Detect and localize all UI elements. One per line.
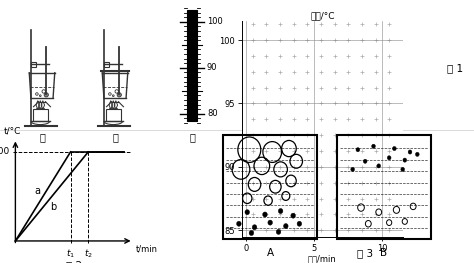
Bar — [106, 109, 121, 121]
Bar — [104, 62, 109, 67]
Circle shape — [252, 225, 257, 230]
Circle shape — [403, 158, 407, 162]
Circle shape — [44, 93, 48, 97]
Circle shape — [408, 150, 412, 154]
Text: A: A — [266, 248, 274, 258]
Title: 温度/°C: 温度/°C — [310, 11, 335, 20]
Text: t/°C: t/°C — [4, 127, 21, 136]
Circle shape — [363, 159, 367, 163]
Text: 100: 100 — [0, 148, 10, 156]
Text: t/min: t/min — [136, 245, 157, 254]
Text: 80: 80 — [207, 109, 218, 118]
Text: 乙: 乙 — [112, 132, 118, 142]
Circle shape — [291, 213, 295, 218]
Circle shape — [297, 221, 301, 226]
Text: 图 1: 图 1 — [447, 63, 463, 73]
Circle shape — [387, 156, 391, 160]
Circle shape — [249, 230, 254, 236]
Text: 图 3: 图 3 — [357, 248, 373, 258]
Circle shape — [117, 93, 121, 97]
Circle shape — [276, 229, 281, 234]
Text: $t_2$: $t_2$ — [84, 247, 93, 260]
Text: b: b — [50, 202, 56, 212]
Circle shape — [351, 167, 355, 171]
Text: $t_1$: $t_1$ — [66, 247, 75, 260]
Circle shape — [377, 164, 381, 168]
Circle shape — [356, 148, 360, 152]
Circle shape — [245, 210, 249, 215]
Bar — [33, 109, 48, 121]
Text: 90: 90 — [207, 63, 218, 72]
Text: a: a — [34, 186, 40, 196]
Text: 甲: 甲 — [39, 132, 45, 142]
Circle shape — [283, 224, 288, 229]
Text: 图 2: 图 2 — [66, 261, 82, 263]
Circle shape — [372, 144, 375, 148]
Circle shape — [237, 221, 241, 226]
Circle shape — [392, 146, 396, 151]
Text: °C: °C — [178, 0, 189, 2]
Circle shape — [415, 152, 419, 156]
Circle shape — [278, 209, 283, 214]
Bar — [187, 10, 197, 121]
Bar — [31, 62, 36, 67]
Text: 丁: 丁 — [317, 132, 323, 142]
Circle shape — [268, 220, 273, 225]
Text: 丙: 丙 — [189, 132, 195, 142]
Text: 100: 100 — [207, 17, 223, 26]
Circle shape — [263, 212, 267, 217]
Text: B: B — [380, 248, 388, 258]
X-axis label: 时间/min: 时间/min — [308, 254, 337, 263]
Circle shape — [401, 167, 405, 171]
